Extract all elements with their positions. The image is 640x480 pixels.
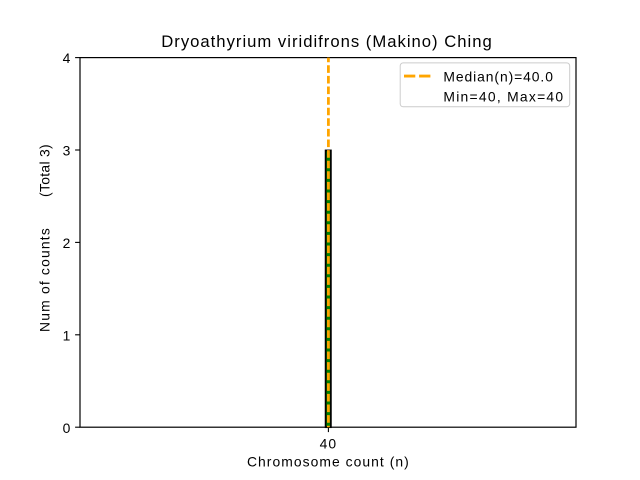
- svg-text:Num of counts: Num of counts: [37, 227, 53, 332]
- svg-text:1: 1: [63, 327, 71, 343]
- svg-text:Min=40, Max=40: Min=40, Max=40: [443, 89, 564, 105]
- svg-text:40: 40: [320, 436, 337, 452]
- svg-text:4: 4: [63, 50, 71, 66]
- svg-text:(Total 3): (Total 3): [37, 144, 53, 197]
- svg-text:3: 3: [63, 143, 71, 159]
- svg-text:Chromosome count (n): Chromosome count (n): [247, 454, 410, 470]
- svg-text:Dryoathyrium viridifrons (Maki: Dryoathyrium viridifrons (Makino) Ching: [161, 32, 493, 51]
- svg-text:Median(n)=40.0: Median(n)=40.0: [443, 69, 553, 85]
- svg-text:2: 2: [63, 235, 71, 251]
- svg-text:0: 0: [63, 420, 71, 436]
